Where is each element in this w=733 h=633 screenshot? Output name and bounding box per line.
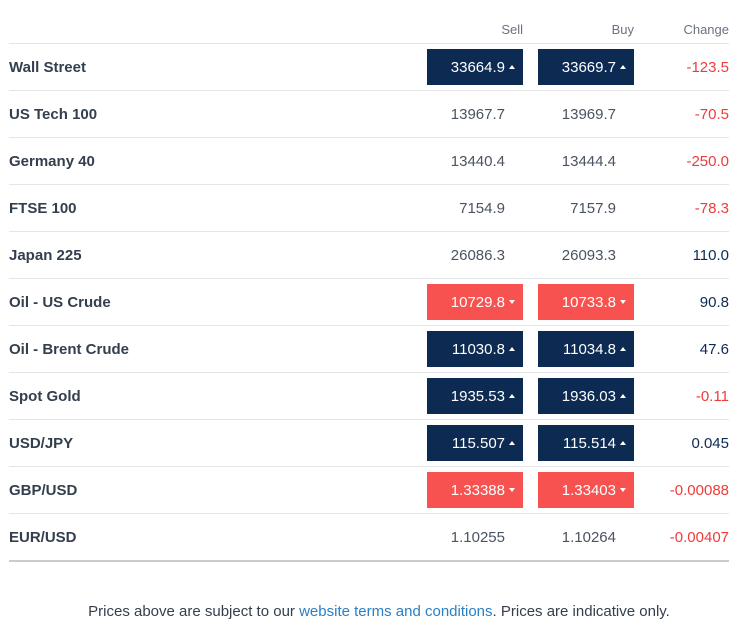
buy-price-value: 1.33403 [561,481,616,499]
change-value: 90.8 [699,293,729,311]
buy-price-value: 11034.8 [562,340,616,358]
disclaimer-suffix: . Prices are indicative only. [492,603,670,620]
buy-price-value: 1936.03 [561,387,616,405]
caret-up-icon [509,441,515,445]
table-row[interactable]: USD/JPY 115.507 115.514 0.045 [9,420,729,467]
sell-price-button[interactable]: 33664.9 [427,49,523,85]
caret-down-icon [509,488,515,492]
market-name[interactable]: US Tech 100 [9,105,98,123]
caret-up-icon [509,394,515,398]
table-row[interactable]: GBP/USD 1.33388 1.33403 -0.00088 [9,467,729,514]
buy-price-value: 33669.7 [561,58,616,76]
sell-price-value: 7154.9 [459,199,505,217]
buy-price-value: 26093.3 [561,246,616,264]
table-row[interactable]: Japan 225 26086.3 26093.3 110.0 [9,232,729,279]
disclaimer-prefix: Prices above are subject to our [88,603,300,620]
change-value: -70.5 [694,105,729,123]
sell-price-button[interactable]: 13967.7 [427,96,523,132]
buy-price-value: 13444.4 [561,152,616,170]
buy-price-value: 1.10264 [561,528,616,546]
buy-price-button[interactable]: 1.10264 [538,519,634,555]
table-row[interactable]: US Tech 100 13967.7 13969.7 -70.5 [9,91,729,138]
buy-price-button[interactable]: 26093.3 [538,237,634,273]
market-name[interactable]: GBP/USD [9,481,78,499]
sell-price-value: 11030.8 [451,340,505,358]
sell-price-button[interactable]: 1.10255 [427,519,523,555]
caret-down-icon [620,488,626,492]
change-value: -0.00407 [669,528,729,546]
buy-price-button[interactable]: 10733.8 [538,284,634,320]
sell-price-button[interactable]: 13440.4 [427,143,523,179]
sell-price-button[interactable]: 26086.3 [427,237,523,273]
change-value: -250.0 [686,152,729,170]
caret-up-icon [509,347,515,351]
change-value: 47.6 [699,340,729,358]
sell-price-value: 13967.7 [450,105,505,123]
header-buy: Buy [611,22,634,37]
table-row[interactable]: Oil - US Crude 10729.8 10733.8 90.8 [9,279,729,326]
header-change: Change [683,22,729,37]
change-value: -0.11 [695,387,729,405]
buy-price-button[interactable]: 1.33403 [538,472,634,508]
buy-price-button[interactable]: 33669.7 [538,49,634,85]
sell-price-value: 115.507 [451,434,505,452]
change-value: 0.045 [691,434,729,452]
table-header: Sell Buy Change [9,16,729,44]
terms-link[interactable]: website terms and conditions [299,603,493,620]
market-name[interactable]: Spot Gold [9,387,81,405]
caret-up-icon [620,347,626,351]
table-body: Wall Street 33664.9 33669.7 -123.5 US Tech 1… [9,44,729,562]
market-name[interactable]: Japan 225 [9,246,82,264]
buy-price-button[interactable]: 13969.7 [538,96,634,132]
market-name[interactable]: Oil - Brent Crude [9,340,130,358]
buy-price-value: 13969.7 [561,105,616,123]
change-value: -78.3 [694,199,729,217]
buy-price-value: 115.514 [562,434,616,452]
market-prices-table: Sell Buy Change Wall Street 33664.9 33669.… [9,16,729,562]
buy-price-value: 10733.8 [561,293,616,311]
change-value: -123.5 [686,58,729,76]
market-name[interactable]: USD/JPY [9,434,74,452]
disclaimer-text: Prices above are subject to our website … [0,603,733,620]
sell-price-button[interactable]: 11030.8 [427,331,523,367]
sell-price-button[interactable]: 10729.8 [427,284,523,320]
sell-price-button[interactable]: 115.507 [427,425,523,461]
sell-price-button[interactable]: 1935.53 [427,378,523,414]
buy-price-button[interactable]: 13444.4 [538,143,634,179]
header-sell: Sell [501,22,523,37]
sell-price-value: 1935.53 [450,387,505,405]
buy-price-button[interactable]: 115.514 [538,425,634,461]
table-row[interactable]: Germany 40 13440.4 13444.4 -250.0 [9,138,729,185]
change-value: 110.0 [692,246,729,264]
caret-up-icon [620,65,626,69]
caret-down-icon [620,300,626,304]
buy-price-value: 7157.9 [570,199,616,217]
table-row[interactable]: Oil - Brent Crude 11030.8 11034.8 47.6 [9,326,729,373]
buy-price-button[interactable]: 1936.03 [538,378,634,414]
market-name[interactable]: FTSE 100 [9,199,77,217]
sell-price-button[interactable]: 1.33388 [427,472,523,508]
sell-price-value: 1.10255 [450,528,505,546]
buy-price-button[interactable]: 7157.9 [538,190,634,226]
caret-down-icon [509,300,515,304]
sell-price-value: 33664.9 [450,58,505,76]
table-row[interactable]: Wall Street 33664.9 33669.7 -123.5 [9,44,729,91]
buy-price-button[interactable]: 11034.8 [538,331,634,367]
table-row[interactable]: FTSE 100 7154.9 7157.9 -78.3 [9,185,729,232]
caret-up-icon [620,394,626,398]
sell-price-value: 1.33388 [450,481,505,499]
table-row[interactable]: EUR/USD 1.10255 1.10264 -0.00407 [9,514,729,562]
market-name[interactable]: Wall Street [9,58,86,76]
caret-up-icon [620,441,626,445]
sell-price-value: 10729.8 [450,293,505,311]
sell-price-button[interactable]: 7154.9 [427,190,523,226]
market-name[interactable]: Germany 40 [9,152,95,170]
table-row[interactable]: Spot Gold 1935.53 1936.03 -0.11 [9,373,729,420]
market-name[interactable]: EUR/USD [9,528,77,546]
change-value: -0.00088 [669,481,729,499]
sell-price-value: 26086.3 [450,246,505,264]
market-name[interactable]: Oil - US Crude [9,293,111,311]
caret-up-icon [509,65,515,69]
sell-price-value: 13440.4 [450,152,505,170]
